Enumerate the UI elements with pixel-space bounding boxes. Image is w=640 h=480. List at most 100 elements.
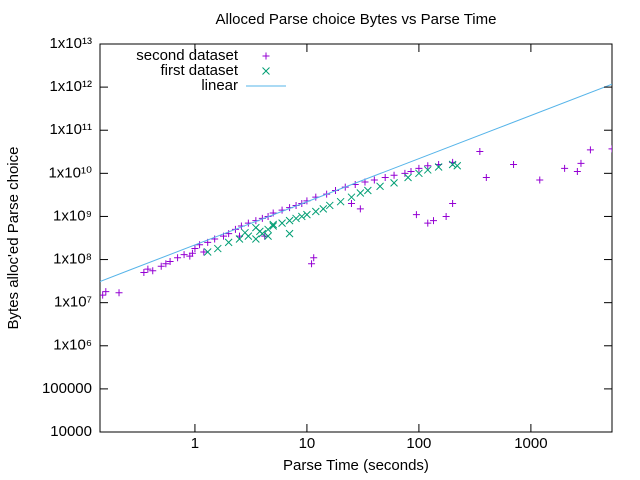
y-tick-label: 10000: [50, 423, 92, 440]
plot-frame: [99, 43, 613, 433]
point: [269, 222, 278, 230]
y-tick-label: 1x10¹¹: [49, 121, 92, 138]
y-tick-label: 1x10⁶: [53, 337, 92, 354]
x-tick-label: 1000: [514, 435, 547, 452]
point: [423, 166, 432, 174]
point: [561, 164, 569, 172]
point: [241, 228, 249, 237]
point: [536, 176, 544, 184]
point: [608, 145, 612, 153]
point: [140, 269, 148, 277]
point: [577, 159, 585, 167]
point: [586, 146, 594, 154]
y-tick-label: 1x10¹³: [49, 35, 92, 52]
point: [285, 216, 294, 225]
x-axis-label: Parse Time (seconds): [283, 457, 429, 474]
point: [308, 260, 316, 268]
point: [162, 260, 170, 268]
legend-swatch: [262, 67, 270, 75]
point: [100, 291, 107, 299]
point: [211, 235, 219, 243]
point: [252, 223, 260, 232]
point: [166, 258, 174, 266]
point: [310, 254, 318, 262]
legend-swatch: [262, 52, 270, 60]
point: [297, 212, 306, 221]
point: [278, 219, 286, 227]
point: [264, 232, 272, 240]
x-tick-label: 10: [299, 435, 316, 452]
point: [292, 214, 300, 223]
point: [415, 164, 423, 172]
point: [390, 179, 398, 187]
point: [269, 209, 277, 217]
point: [376, 182, 384, 191]
x-tick-label: 1: [191, 435, 199, 452]
point: [144, 265, 152, 273]
point: [415, 169, 423, 178]
point: [434, 163, 443, 171]
y-tick-label: 1x10⁸: [53, 251, 92, 268]
point: [347, 193, 356, 202]
y-tick-label: 1x10¹²: [49, 78, 92, 95]
plot-area: [100, 83, 612, 299]
y-axis-label: Bytes alloc'ed Parse choice: [5, 147, 22, 330]
point: [476, 148, 484, 156]
point: [404, 173, 412, 182]
point: [191, 245, 199, 253]
fit-line: [100, 83, 612, 282]
point: [269, 220, 278, 229]
point: [424, 162, 432, 170]
point: [381, 174, 389, 182]
point: [200, 248, 208, 256]
point: [363, 186, 372, 195]
point: [285, 229, 294, 238]
point: [412, 211, 420, 219]
point: [482, 174, 490, 182]
point: [303, 210, 311, 219]
point: [224, 238, 233, 247]
point: [102, 288, 110, 296]
legend-label: first dataset: [160, 62, 238, 79]
point: [356, 189, 365, 197]
point: [180, 251, 188, 259]
point: [401, 169, 409, 177]
point: [390, 171, 398, 179]
point: [336, 197, 345, 206]
y-tick-label: 1x10¹⁰: [48, 164, 92, 181]
point: [325, 201, 334, 210]
point: [573, 168, 581, 176]
point: [149, 267, 157, 275]
point: [174, 254, 182, 262]
point: [449, 199, 457, 207]
point: [157, 262, 165, 270]
y-tick-label: 1x10⁷: [54, 294, 92, 311]
chart-title: Alloced Parse choice Bytes vs Parse Time: [216, 11, 497, 28]
y-tick-label: 1x10⁹: [53, 207, 92, 224]
point: [203, 248, 212, 256]
point: [347, 199, 355, 207]
point: [510, 161, 518, 169]
point: [453, 161, 462, 170]
point: [424, 219, 432, 227]
y-tick-label: 100000: [42, 380, 92, 397]
point: [235, 235, 244, 243]
point: [370, 176, 378, 184]
point: [115, 289, 123, 297]
legend-label: second dataset: [136, 47, 239, 64]
x-tick-label: 100: [406, 435, 431, 452]
point: [442, 212, 450, 220]
point: [311, 207, 320, 216]
point: [188, 249, 196, 257]
point: [252, 235, 260, 243]
point: [225, 230, 233, 238]
point: [430, 217, 437, 225]
point: [319, 204, 328, 213]
legend-label: linear: [201, 77, 238, 94]
point: [213, 244, 222, 253]
point: [196, 241, 204, 249]
point: [356, 205, 364, 213]
point: [448, 160, 457, 169]
